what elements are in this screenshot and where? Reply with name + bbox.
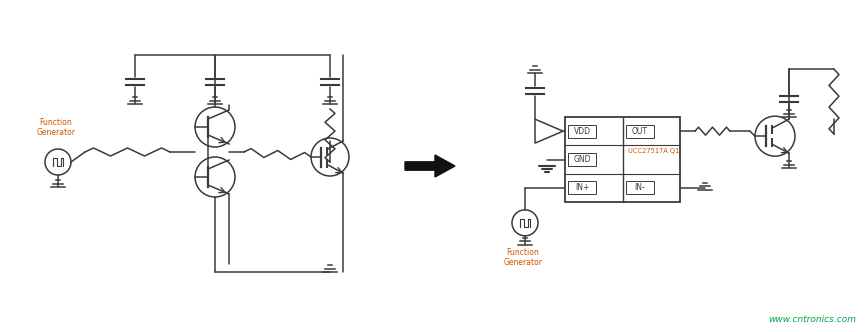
Text: GND: GND (573, 155, 591, 164)
Bar (568, 153, 596, 166)
Text: IN+: IN+ (575, 183, 589, 192)
Bar (565, 117, 680, 202)
Text: www.cntronics.com: www.cntronics.com (768, 315, 856, 324)
Text: VDD: VDD (573, 127, 591, 136)
Text: Function
Generator: Function Generator (36, 118, 75, 137)
Bar (625, 125, 654, 138)
Bar (568, 125, 596, 138)
Bar (625, 181, 654, 194)
Text: UCC27517A Q1: UCC27517A Q1 (628, 148, 679, 154)
Text: Function
Generator: Function Generator (503, 248, 542, 267)
Text: OUT: OUT (631, 127, 648, 136)
Polygon shape (405, 155, 455, 177)
Bar (568, 181, 596, 194)
Text: IN-: IN- (634, 183, 645, 192)
